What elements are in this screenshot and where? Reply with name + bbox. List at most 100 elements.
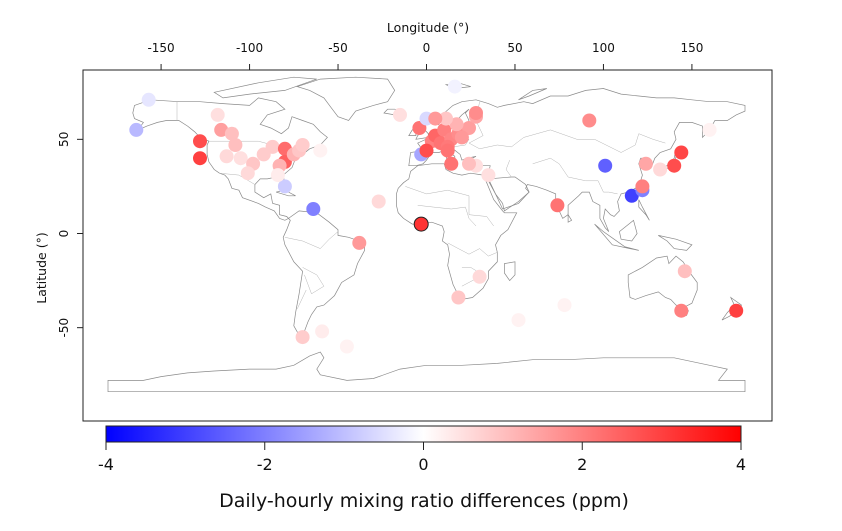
data-point-0	[141, 92, 156, 107]
data-point-69	[339, 339, 354, 354]
canadian-arctic-islands	[213, 76, 317, 99]
data-point-20	[277, 179, 292, 194]
data-point-6	[224, 126, 239, 141]
data-point-40	[449, 117, 464, 132]
country-border-11	[284, 231, 339, 249]
novaya-zemlya-outline	[518, 88, 547, 101]
data-point-68	[315, 324, 330, 339]
data-point-49	[428, 111, 443, 126]
data-point-56	[598, 158, 613, 173]
data-point-3	[193, 151, 207, 166]
data-point-42	[439, 111, 453, 126]
data-point-22	[313, 143, 328, 158]
new-guinea-outline	[658, 235, 693, 251]
arabia-outline	[487, 176, 530, 210]
colorbar-tick-label: 4	[736, 455, 746, 474]
x-tick-label: -150	[147, 41, 174, 55]
data-point-55	[582, 113, 597, 128]
sri-lanka-outline	[567, 213, 573, 223]
data-point-48	[440, 143, 455, 158]
south-america-outline	[282, 210, 365, 338]
data-point-67	[295, 330, 310, 345]
data-point-64	[677, 264, 692, 279]
data-point-66	[729, 303, 744, 318]
country-border-1	[219, 172, 256, 185]
y-tick-label: 50	[57, 132, 71, 147]
x-tick-label: 150	[680, 41, 703, 55]
colorbar-tick-label: 0	[418, 455, 428, 474]
colorbar-ticks: -4 -2 0 2 4	[98, 441, 746, 474]
data-point-50	[454, 130, 469, 145]
greenland-outline	[296, 76, 396, 121]
x-tick-label: 50	[507, 41, 522, 55]
data-point-31	[419, 143, 434, 158]
data-point-27	[393, 107, 407, 122]
colorbar	[105, 425, 742, 443]
colorbar-title: Daily-hourly mixing ratio differences (p…	[219, 490, 629, 512]
data-point-25	[371, 194, 386, 209]
x-tick-label: 100	[592, 41, 615, 55]
data-point-65	[674, 303, 689, 318]
colorbar-tick-label: -2	[257, 455, 273, 474]
philippines-outline	[638, 199, 650, 221]
data-point-9	[233, 151, 248, 166]
data-point-63	[674, 145, 689, 160]
data-point-46	[462, 156, 476, 171]
data-point-13	[265, 139, 280, 154]
data-point-26	[413, 216, 429, 232]
country-border-10	[302, 267, 325, 295]
data-point-19	[295, 138, 310, 152]
data-point-54	[550, 198, 565, 213]
x-tick-label: -50	[328, 41, 348, 55]
data-point-72	[702, 122, 717, 137]
data-point-52	[472, 269, 487, 284]
data-point-70	[511, 313, 526, 328]
data-point-57	[624, 188, 639, 203]
data-point-61	[653, 162, 668, 177]
indonesia-outline	[594, 223, 639, 251]
country-border-5	[505, 160, 512, 178]
data-point-47	[481, 168, 496, 183]
plot-frame	[82, 69, 773, 422]
country-border-4	[532, 157, 618, 195]
x-axis-title: Longitude (°)	[387, 20, 469, 35]
data-point-71	[557, 298, 572, 313]
data-point-44	[444, 156, 459, 171]
data-point-23	[306, 202, 321, 216]
y-axis-left: -50 0 50	[57, 132, 84, 338]
y-tick-label: 0	[57, 230, 71, 238]
station-points	[129, 79, 744, 354]
colorbar-tick-label: -4	[98, 455, 114, 474]
data-point-7	[228, 138, 243, 152]
data-point-21	[270, 168, 285, 183]
data-point-1	[129, 122, 144, 137]
x-tick-label: -100	[236, 41, 263, 55]
data-point-51	[469, 106, 483, 120]
data-point-62	[667, 158, 682, 173]
data-point-2	[193, 134, 207, 149]
madagascar-outline	[504, 261, 516, 282]
data-point-5	[214, 122, 229, 137]
y-axis-title: Latitude (°)	[34, 232, 49, 303]
data-point-53	[451, 290, 466, 305]
y-tick-label: -50	[57, 318, 71, 338]
data-point-60	[638, 156, 653, 171]
data-point-24	[352, 235, 367, 250]
country-border-7	[417, 205, 477, 227]
data-point-43	[447, 79, 462, 94]
x-tick-label: 0	[423, 41, 431, 55]
data-point-59	[635, 179, 650, 194]
colorbar-tick-label: 2	[577, 455, 587, 474]
x-axis-top: -150 -100 -50 0 50 100 150	[147, 41, 703, 71]
data-point-8	[219, 149, 234, 164]
borneo-outline	[619, 219, 638, 242]
antarctica-outline	[107, 351, 746, 393]
data-point-4	[210, 107, 225, 122]
australia-outline	[627, 255, 698, 308]
country-border-6	[405, 186, 494, 227]
data-point-11	[240, 166, 255, 181]
country-border-12	[297, 289, 307, 309]
country-border-3	[468, 101, 666, 153]
country-border-8	[447, 242, 498, 257]
